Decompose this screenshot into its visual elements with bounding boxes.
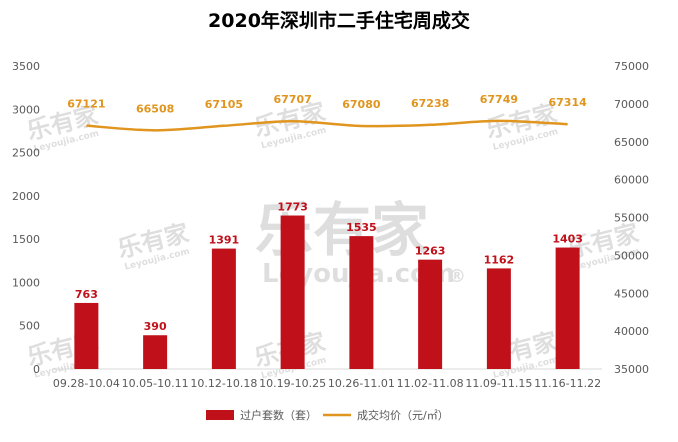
- x-tick-label: 11.16-11.22: [534, 377, 601, 390]
- y-axis-right: 35000 40000 45000 50000 55000 60000 65000 70000…: [614, 60, 649, 376]
- y-right-tick-label: 55000: [614, 212, 649, 225]
- bar-data-label: 1403: [552, 233, 583, 246]
- bar: [486, 268, 511, 369]
- bar: [418, 259, 443, 369]
- x-tick-label: 11.02-11.08: [397, 377, 464, 390]
- y-left-tick-label: 2000: [12, 190, 40, 203]
- bar: [555, 247, 580, 369]
- line-data-labels: 67121 66508 67105 67707 67080 67238 67749 67314: [67, 93, 587, 115]
- y-right-tick-label: 50000: [614, 249, 649, 262]
- bar-data-labels: 763 390 1391 1773 1535 1263 1162 1403: [75, 201, 583, 334]
- price-line: [86, 119, 568, 132]
- legend-bar-label: 过户套数（套）: [240, 408, 317, 422]
- bar: [74, 302, 99, 369]
- line-data-label: 67707: [273, 93, 311, 106]
- bar: [211, 248, 236, 369]
- bar-data-label: 1391: [209, 234, 240, 247]
- y-left-tick-label: 0: [33, 363, 40, 376]
- bar-series: [74, 215, 580, 369]
- x-axis-ticks: 09.28-10.04 10.05-10.11 10.12-10.18 10.19-1…: [53, 377, 601, 390]
- bar: [349, 236, 374, 369]
- y-right-tick-label: 70000: [614, 98, 649, 111]
- x-tick-label: 10.19-10.25: [259, 377, 326, 390]
- line-data-label: 67105: [205, 98, 243, 111]
- y-axis-left: 0 500 1000 1500 2000 2500 3000 3500: [12, 60, 40, 376]
- y-left-tick-label: 500: [19, 320, 40, 333]
- bar: [280, 215, 305, 369]
- x-tick-label: 10.12-10.18: [190, 377, 257, 390]
- line-data-label: 67749: [480, 93, 518, 106]
- legend-line-label: 成交均价（元/㎡）: [357, 408, 449, 422]
- line-data-label: 67080: [342, 98, 381, 111]
- bar-data-label: 1162: [484, 253, 515, 266]
- watermark-layer: 乐有家 Leyoujia.com ® 乐有家 Leyoujia.com 乐有家 …: [24, 98, 641, 382]
- line-data-label: 67121: [67, 98, 105, 111]
- y-right-tick-label: 45000: [614, 287, 649, 300]
- y-left-tick-label: 2500: [12, 147, 40, 160]
- legend-bar-swatch: [206, 410, 234, 420]
- y-left-tick-label: 3000: [12, 103, 40, 116]
- line-data-label: 67314: [548, 96, 587, 109]
- bar-data-label: 1263: [415, 245, 446, 258]
- line-data-label: 66508: [136, 102, 174, 115]
- watermark-registered: ®: [448, 266, 466, 287]
- y-right-tick-label: 40000: [614, 325, 649, 338]
- y-right-tick-label: 75000: [614, 60, 649, 73]
- watermark-small-4: 乐有家 Leyoujia.com: [115, 219, 192, 273]
- x-tick-label: 09.28-10.04: [53, 377, 120, 390]
- bar-data-label: 763: [75, 288, 98, 301]
- x-tick-label: 10.26-11.01: [328, 377, 395, 390]
- line-data-label: 67238: [411, 97, 449, 110]
- x-tick-label: 11.09-11.15: [465, 377, 532, 390]
- bar: [143, 335, 168, 369]
- legend: 过户套数（套） 成交均价（元/㎡）: [206, 408, 449, 422]
- y-right-tick-label: 35000: [614, 363, 649, 376]
- y-left-tick-label: 3500: [12, 60, 40, 73]
- x-tick-label: 10.05-10.11: [122, 377, 189, 390]
- watermark-small-1: 乐有家 Leyoujia.com: [24, 101, 101, 155]
- bar-data-label: 1773: [277, 201, 308, 214]
- chart-title: 2020年深圳市二手住宅周成交: [208, 10, 470, 32]
- y-right-tick-label: 65000: [614, 136, 649, 149]
- bar-data-label: 1535: [346, 221, 377, 234]
- y-left-tick-label: 1500: [12, 233, 40, 246]
- y-right-tick-label: 60000: [614, 174, 649, 187]
- y-left-tick-label: 1000: [12, 276, 40, 289]
- bar-data-label: 390: [144, 320, 167, 333]
